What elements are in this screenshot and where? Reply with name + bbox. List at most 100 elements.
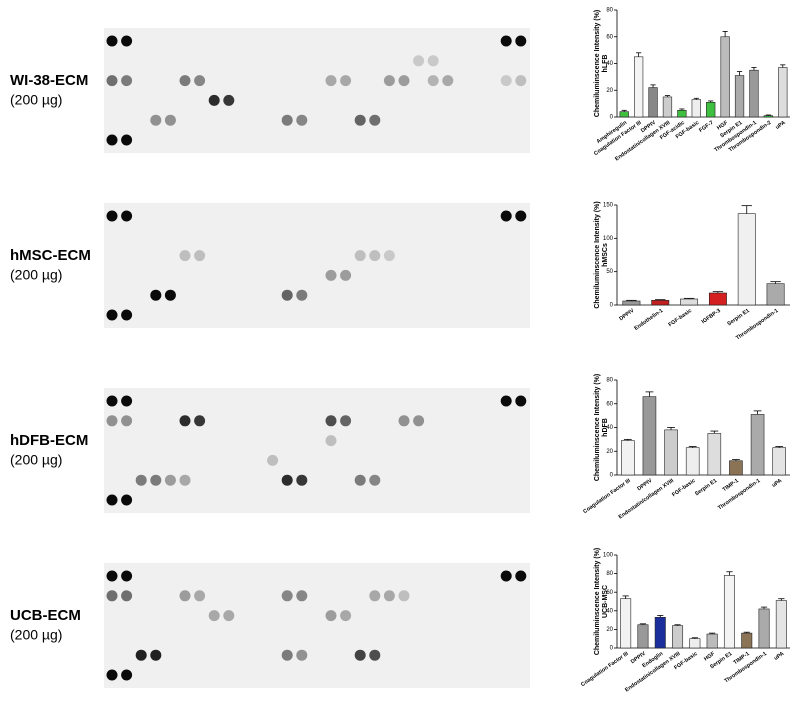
blot-spot bbox=[179, 590, 191, 602]
blot-spot bbox=[121, 35, 133, 47]
x-tick-label: Coagulation Factor III bbox=[580, 651, 630, 688]
y-axis-label: Chemiluminscence Intensity (%) bbox=[594, 548, 601, 655]
y-tick-label: 40 bbox=[606, 425, 613, 431]
blot-membrane bbox=[104, 563, 530, 688]
blot-spot bbox=[179, 415, 191, 427]
blot-spot bbox=[106, 210, 118, 222]
blot-spot bbox=[223, 610, 235, 622]
x-tick-label: uPA bbox=[771, 478, 783, 489]
bar bbox=[691, 99, 701, 118]
blot-spot bbox=[500, 570, 512, 582]
cell-label: UCB-MSC bbox=[602, 585, 609, 618]
blot-membrane bbox=[104, 388, 530, 513]
bar bbox=[766, 283, 785, 306]
blot-spot bbox=[106, 309, 118, 321]
blot-spot bbox=[194, 590, 206, 602]
bar bbox=[654, 617, 666, 649]
y-tick-label: 20 bbox=[606, 627, 613, 633]
bar bbox=[642, 396, 657, 476]
blot-spot bbox=[500, 75, 512, 87]
blot-spot bbox=[369, 250, 381, 262]
blot-spot bbox=[398, 75, 410, 87]
blot-spot bbox=[383, 75, 395, 87]
blot-spot bbox=[121, 395, 133, 407]
blot-membrane bbox=[104, 28, 530, 153]
bar bbox=[685, 447, 700, 476]
blot-spot bbox=[325, 435, 337, 447]
blot-spot bbox=[354, 114, 366, 126]
bar bbox=[723, 575, 735, 649]
bar bbox=[689, 638, 701, 649]
blot-spot bbox=[413, 415, 425, 427]
blot-spot bbox=[179, 474, 191, 486]
y-tick-label: 60 bbox=[606, 34, 613, 40]
y-tick-label: 0 bbox=[610, 646, 614, 652]
x-tick-label: FGF-7 bbox=[698, 120, 714, 134]
y-tick-label: 0 bbox=[610, 303, 614, 309]
blot-spot bbox=[296, 474, 308, 486]
bar bbox=[648, 87, 658, 118]
bar bbox=[708, 292, 727, 306]
blot-spot bbox=[106, 494, 118, 506]
cell-label: hDFB bbox=[602, 418, 609, 437]
blot-spot bbox=[340, 75, 352, 87]
bar bbox=[772, 447, 786, 476]
blot-spot bbox=[135, 649, 147, 661]
x-tick-label: Coagulation Factor III bbox=[582, 478, 632, 515]
blot-spot bbox=[296, 590, 308, 602]
y-tick-label: 100 bbox=[603, 236, 614, 242]
blot-spot bbox=[150, 649, 162, 661]
bar bbox=[672, 625, 684, 649]
cell-label: hMSCs bbox=[602, 243, 609, 267]
blot-spot bbox=[150, 474, 162, 486]
bar bbox=[706, 101, 716, 118]
blot-spot bbox=[354, 649, 366, 661]
blot-spot bbox=[354, 250, 366, 262]
blot-spot bbox=[150, 289, 162, 301]
bar bbox=[763, 115, 773, 118]
x-tick-label: IGFBP-3 bbox=[701, 308, 722, 325]
blot-spot bbox=[442, 75, 454, 87]
bar bbox=[637, 624, 649, 649]
blot-spot bbox=[325, 415, 337, 427]
blot-spot bbox=[106, 75, 118, 87]
bar bbox=[621, 440, 635, 476]
x-tick-label: DPPIV bbox=[636, 478, 653, 493]
blot-spot bbox=[281, 114, 293, 126]
x-tick-label: DPPIV bbox=[618, 308, 635, 323]
blot-spot bbox=[398, 590, 410, 602]
panel-amount: (200 µg) bbox=[10, 267, 62, 283]
blot-spot bbox=[281, 649, 293, 661]
bar bbox=[707, 433, 722, 476]
blot-spot bbox=[106, 590, 118, 602]
blot-spot bbox=[121, 309, 133, 321]
y-tick-label: 150 bbox=[603, 203, 614, 209]
x-tick-label: Serpin E1 bbox=[727, 308, 751, 327]
y-tick-label: 50 bbox=[606, 269, 613, 275]
bar bbox=[619, 111, 629, 118]
y-axis-label: Chemiluminscence Intensity (%) bbox=[594, 374, 601, 481]
blot-spot bbox=[106, 395, 118, 407]
panel-name: hMSC-ECM bbox=[10, 247, 91, 264]
blot-spot bbox=[121, 134, 133, 146]
blot-spot bbox=[325, 269, 337, 281]
y-tick-label: 40 bbox=[606, 608, 613, 614]
bar bbox=[651, 300, 670, 306]
blot-spot bbox=[121, 415, 133, 427]
blot-spot bbox=[383, 590, 395, 602]
blot-spot bbox=[369, 474, 381, 486]
blot-spot bbox=[121, 210, 133, 222]
bar bbox=[737, 213, 756, 306]
bar bbox=[620, 598, 632, 649]
panel-name: UCB-ECM bbox=[10, 607, 81, 624]
x-tick-label: Endothelin-1 bbox=[634, 308, 665, 332]
x-tick-label: FGF-basic bbox=[671, 478, 696, 498]
y-tick-label: 20 bbox=[606, 88, 613, 94]
y-tick-label: 60 bbox=[606, 590, 613, 596]
blot-spot bbox=[398, 415, 410, 427]
y-axis-label: Chemiluminscence Intensity (%) bbox=[594, 10, 601, 117]
bar bbox=[680, 298, 699, 306]
blot-spot bbox=[208, 94, 220, 106]
bar bbox=[778, 67, 788, 118]
y-tick-label: 80 bbox=[606, 8, 613, 14]
